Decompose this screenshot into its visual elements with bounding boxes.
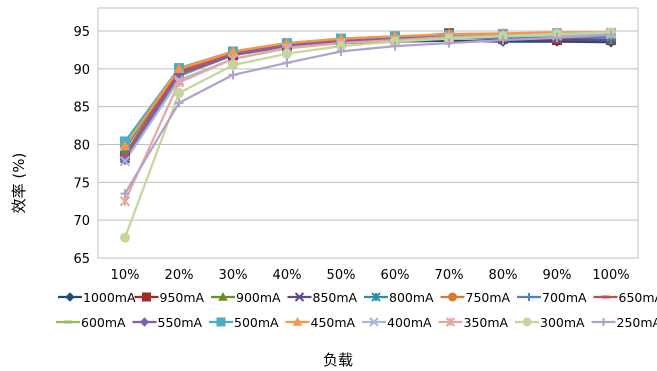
legend-swatch-marker xyxy=(371,292,381,302)
x-tick-label: 50% xyxy=(327,268,356,283)
legend-label: 750mA xyxy=(466,290,511,305)
y-tick-label: 75 xyxy=(73,176,90,191)
legend-label: 350mA xyxy=(464,315,509,330)
x-axis-label: 负载 xyxy=(323,351,353,369)
legend[interactable]: 1000mA 950mA 900mA 850mA 800mA 750mA 700mA 650m… xyxy=(56,290,657,330)
legend-item-600mA[interactable]: 600mA xyxy=(56,315,126,330)
legend-swatch-marker xyxy=(522,317,532,327)
legend-label: 650mA xyxy=(619,290,657,305)
legend-swatch-marker xyxy=(218,291,228,301)
data-point-400mA xyxy=(119,155,131,167)
x-tick-label: 80% xyxy=(489,268,518,283)
data-point-250mA xyxy=(336,46,346,56)
legend-label: 500mA xyxy=(234,315,279,330)
y-tick-labels: 65 70 75 80 85 90 95 xyxy=(73,25,90,267)
data-point-250mA xyxy=(390,41,400,51)
data-point-350mA xyxy=(119,196,131,207)
legend-label: 700mA xyxy=(542,290,587,305)
data-point-250mA xyxy=(498,35,508,45)
data-point-250mA xyxy=(606,30,616,40)
data-point-300mA xyxy=(174,88,184,99)
legend-swatch-marker xyxy=(525,293,533,301)
series-line-300mA xyxy=(123,31,612,238)
legend-label: 1000mA xyxy=(83,290,136,305)
legend-swatch-marker xyxy=(445,317,456,327)
legend-item-350mA[interactable]: 350mA xyxy=(438,315,509,330)
y-tick-label: 95 xyxy=(73,25,90,40)
x-tick-label: 90% xyxy=(543,268,572,283)
plot-area-border xyxy=(97,7,639,259)
data-point-250mA xyxy=(444,38,454,48)
legend-label: 850mA xyxy=(313,290,358,305)
x-tick-label: 100% xyxy=(592,268,629,283)
data-point-450mA xyxy=(173,63,185,73)
legend-item-250mA[interactable]: 250mA xyxy=(591,315,657,330)
gridlines xyxy=(97,7,639,259)
legend-item-300mA[interactable]: 300mA xyxy=(515,315,585,330)
legend-item-500mA[interactable]: 500mA xyxy=(209,315,279,330)
data-point-350mA xyxy=(173,77,185,88)
legend-item-650mA[interactable]: 650mA xyxy=(593,290,657,305)
legend-swatch-marker xyxy=(369,317,379,327)
x-tick-label: 60% xyxy=(381,268,410,283)
data-point-300mA xyxy=(120,232,130,243)
data-point-250mA xyxy=(174,98,184,108)
y-tick-label: 85 xyxy=(73,101,90,116)
legend-label: 950mA xyxy=(160,290,205,305)
data-point-300mA xyxy=(228,60,238,71)
series-lines xyxy=(123,31,612,238)
data-point-250mA xyxy=(282,58,292,68)
legend-swatch-marker xyxy=(294,292,305,302)
legend-swatch-marker xyxy=(142,292,151,302)
legend-label: 800mA xyxy=(389,290,434,305)
data-point-450mA xyxy=(119,140,131,151)
legend-swatch-marker xyxy=(448,292,457,302)
series-line-250mA xyxy=(124,33,612,195)
legend-item-700mA[interactable]: 700mA xyxy=(517,290,587,305)
legend-label: 250mA xyxy=(617,315,657,330)
legend-label: 450mA xyxy=(311,315,356,330)
legend-label: 550mA xyxy=(158,315,203,330)
series-markers xyxy=(119,26,617,243)
legend-item-750mA[interactable]: 750mA xyxy=(440,290,511,305)
data-point-250mA xyxy=(228,70,238,80)
y-axis-label: 效率 (%) xyxy=(10,153,28,214)
legend-label: 400mA xyxy=(387,315,432,330)
legend-swatch-marker xyxy=(65,292,75,302)
legend-item-950mA[interactable]: 950mA xyxy=(134,290,205,305)
data-point-250mA xyxy=(552,33,562,43)
legend-item-800mA[interactable]: 800mA xyxy=(364,290,434,305)
y-tick-label: 65 xyxy=(73,252,90,267)
legend-item-850mA[interactable]: 850mA xyxy=(287,290,358,305)
legend-swatch-marker xyxy=(599,318,608,326)
legend-swatch-marker xyxy=(216,317,226,327)
legend-item-550mA[interactable]: 550mA xyxy=(132,315,203,330)
legend-label: 900mA xyxy=(236,290,281,305)
x-tick-labels: 10% 20% 30% 40% 50% 60% 70% 80% 90% 100% xyxy=(111,268,630,283)
x-tick-label: 10% xyxy=(111,268,140,283)
legend-item-1000mA[interactable]: 1000mA xyxy=(58,290,136,305)
legend-swatch-marker xyxy=(139,317,150,327)
x-tick-label: 40% xyxy=(273,268,302,283)
data-point-300mA xyxy=(282,48,292,59)
y-tick-label: 80 xyxy=(73,139,90,154)
x-tick-label: 30% xyxy=(219,268,248,283)
legend-swatch-marker xyxy=(292,316,303,326)
data-point-250mA xyxy=(120,189,130,199)
y-tick-label: 70 xyxy=(73,214,90,229)
x-tick-label: 70% xyxy=(435,268,464,283)
legend-item-450mA[interactable]: 450mA xyxy=(285,315,356,330)
series-line-450mA xyxy=(124,31,611,147)
legend-item-400mA[interactable]: 400mA xyxy=(362,315,432,330)
legend-label: 600mA xyxy=(81,315,126,330)
x-tick-label: 20% xyxy=(165,268,194,283)
legend-label: 300mA xyxy=(540,315,585,330)
legend-item-900mA[interactable]: 900mA xyxy=(211,290,281,305)
y-tick-label: 90 xyxy=(73,63,90,78)
